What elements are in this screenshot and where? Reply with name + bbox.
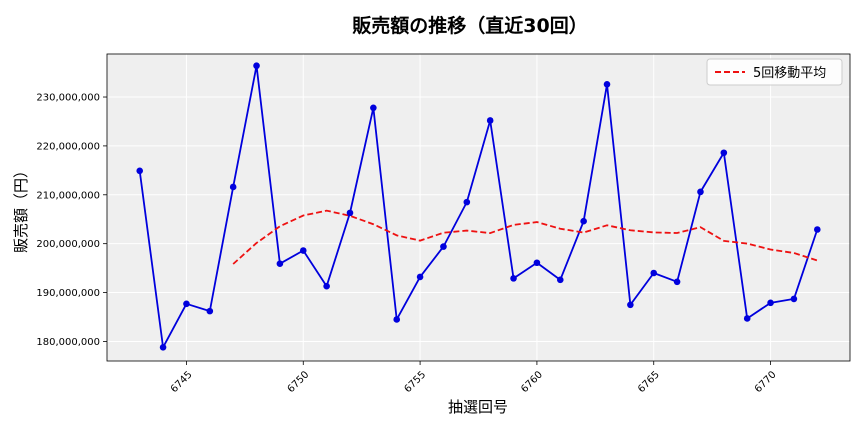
sales-data-point (370, 104, 377, 112)
sales-data-point (603, 81, 611, 88)
sales-data-point (183, 300, 190, 308)
x-ticks: 6745 6750 6755 6760 6765 6770 (169, 361, 779, 395)
x-axis-title: 抽選回号 (448, 398, 508, 416)
y-axis-title: 販売額（円） (12, 163, 30, 253)
legend: 5回移動平均 (706, 58, 843, 86)
sales-data-point (790, 295, 798, 303)
x-tick-label: 6760 (519, 369, 545, 395)
axes (106, 53, 851, 362)
y-tick-label: 180,000,000 (36, 337, 100, 348)
legend-label-moving-average: 5回移動平均 (753, 66, 826, 81)
sales-data-point (533, 259, 541, 267)
sales-data-point (276, 260, 284, 268)
x-tick-label: 6750 (286, 369, 312, 395)
sales-data-point (323, 282, 330, 290)
sales-data-point (229, 183, 237, 191)
x-tick-label: 6755 (402, 369, 428, 395)
sales-data-point (393, 316, 401, 323)
sales-data-point (159, 344, 167, 351)
sales-data-point (650, 269, 658, 277)
sales-data-point (510, 275, 517, 282)
sales-data-point (556, 276, 564, 284)
sales-data-point (416, 273, 424, 281)
sales-data-point (206, 307, 214, 315)
legend-box (706, 58, 843, 86)
y-tick-label: 210,000,000 (36, 190, 100, 201)
sales-data-point (299, 247, 307, 254)
sales-data-point (813, 226, 821, 233)
sales-data-point (486, 117, 494, 124)
sales-data-point (136, 167, 144, 175)
sales-series-line (138, 64, 819, 349)
x-tick-label: 6745 (169, 369, 195, 395)
sales-data-point (463, 198, 471, 206)
sales-data-point (580, 217, 587, 225)
sales-data-point (767, 299, 774, 307)
grid (107, 54, 850, 361)
x-tick-label: 6765 (636, 369, 662, 395)
plot-area (107, 54, 850, 361)
sales-data-point (697, 188, 704, 196)
y-tick-label: 230,000,000 (36, 93, 100, 104)
y-ticks: 180,000,000 190,000,000 200,000,000 210,000… (36, 93, 107, 348)
sales-data-point (673, 278, 681, 286)
sales-data-point (346, 209, 354, 217)
y-tick-label: 220,000,000 (36, 141, 100, 152)
sales-data-point (253, 62, 260, 70)
plot-frame (106, 53, 851, 362)
x-tick-label: 6770 (753, 369, 779, 395)
series-layer (136, 62, 821, 351)
moving-average-line (232, 209, 818, 265)
sales-data-point (743, 315, 751, 322)
chart-title: 販売額の推移（直近30回） (352, 14, 587, 37)
sales-data-point (440, 243, 447, 250)
sales-data-point (720, 149, 728, 157)
y-tick-label: 190,000,000 (36, 288, 100, 299)
y-tick-label: 200,000,000 (36, 239, 100, 250)
sales-data-point (627, 301, 634, 309)
